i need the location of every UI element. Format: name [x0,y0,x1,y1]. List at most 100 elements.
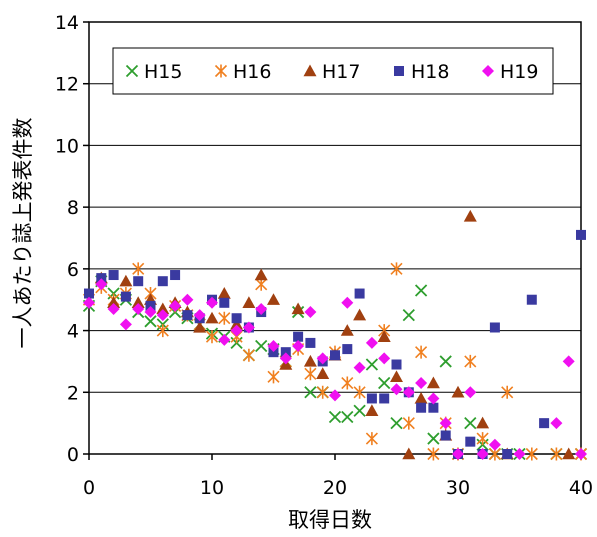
data-point [464,417,477,430]
data-point [145,300,156,311]
data-point [182,310,193,321]
data-point [242,348,255,362]
data-point [562,447,576,460]
data-point [427,447,440,461]
data-point [304,367,317,381]
data-point [133,276,144,287]
axis-ticks: 0 2 4 6 8 10 12 14 0 10 20 30 40 [55,12,593,499]
x-tick-label: 30 [446,477,470,499]
data-point [156,309,169,322]
data-point [279,352,292,365]
data-point [366,393,377,404]
data-point [415,345,428,359]
data-point [365,336,378,349]
data-point [304,386,317,399]
data-point [354,288,365,299]
data-point [341,296,354,309]
data-point [132,262,145,276]
data-point [267,370,280,384]
data-point [390,370,403,383]
data-point [329,389,341,402]
legend-marker-icon [482,65,494,77]
data-point [526,294,537,305]
data-point [539,418,550,429]
data-point [330,350,340,361]
legend-item-h16: H16 [214,61,271,83]
data-point [132,302,145,315]
x-axis-title: 取得日数 [288,508,372,532]
data-point [120,291,131,302]
data-point [181,293,194,306]
data-point [378,352,391,365]
legend-box [112,47,554,95]
data-point [353,404,366,417]
data-point [206,296,218,309]
legend-item-h17: H17 [303,61,360,83]
data-point [439,355,452,368]
data-point [242,321,255,334]
data-point [316,367,330,379]
data-point [219,297,230,308]
data-point [476,416,490,429]
data-point [452,448,464,460]
data-point [340,324,354,336]
data-point [402,416,415,430]
data-point [157,276,168,287]
legend-label: H15 [144,61,182,83]
data-point [119,318,132,331]
data-point [107,302,120,315]
legend-label: H17 [322,61,360,83]
data-point [144,306,157,319]
y-tick-label: 12 [55,74,79,96]
data-point [414,284,428,297]
data-point [440,430,451,441]
data-point [476,432,489,446]
data-point [391,359,402,370]
y-tick-label: 8 [67,197,79,219]
data-point [255,302,268,315]
data-point [451,385,465,398]
data-point [428,402,439,413]
legend-item-h19: H19 [482,61,538,83]
data-point [575,448,587,460]
data-point [156,302,170,315]
data-point [293,331,304,342]
legend-item-h15: H15 [125,61,182,83]
legend-marker-icon [125,64,139,78]
series-h19 [83,278,587,460]
data-point [193,320,207,333]
data-point [562,355,575,368]
data-point [280,347,291,358]
data-point [377,330,391,342]
data-point [365,404,379,416]
data-point [465,436,476,447]
y-tick-label: 2 [67,382,79,404]
data-point [193,309,206,322]
data-point [550,447,563,461]
data-point [218,333,231,346]
data-point [205,311,219,324]
data-point [489,322,500,333]
data-point [342,344,353,355]
data-point [416,402,427,413]
data-point [464,386,477,399]
legend-marker-icon [394,66,404,76]
data-point [379,393,390,404]
data-point [488,438,501,451]
data-point [108,270,119,281]
data-point [131,296,145,308]
x-tick-label: 0 [83,477,95,499]
data-point [303,354,317,367]
legend-marker-icon [214,64,228,78]
data-point [255,339,268,353]
data-point [502,449,513,459]
data-point [107,296,121,308]
data-point [231,313,242,324]
data-point [242,296,256,308]
data-point [402,386,415,399]
legend-label: H16 [233,61,271,83]
data-point [170,270,181,281]
legend: H15 H16 H17 H18 H19 [112,47,554,95]
data-point [267,340,280,352]
